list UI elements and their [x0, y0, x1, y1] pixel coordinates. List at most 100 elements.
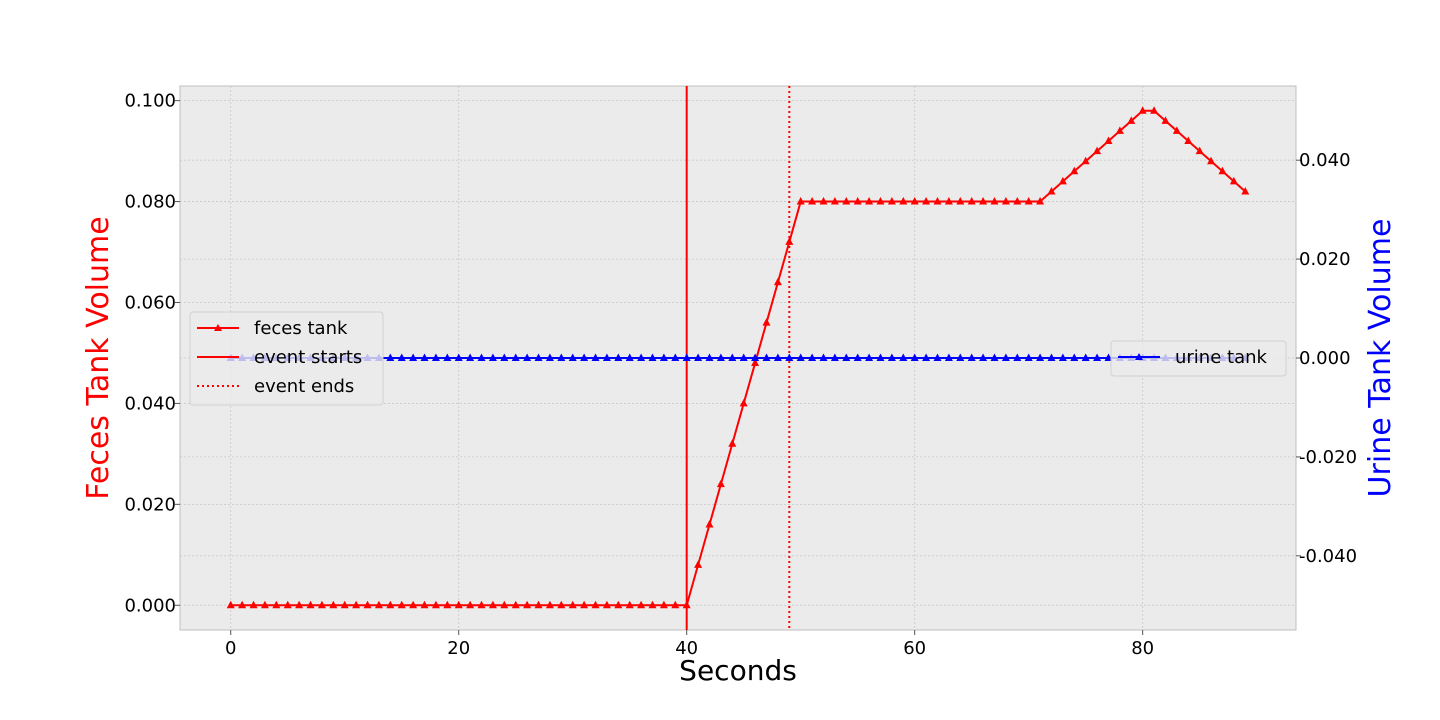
right-y-tick-label: -0.040 — [1299, 546, 1357, 567]
right-y-axis-ticks: -0.040 -0.020 0.000 0.020 0.040 — [1296, 150, 1357, 567]
feces-tank-marker — [226, 600, 235, 609]
left-y-tick-label: 0.060 — [124, 292, 176, 313]
feces-tank-marker — [625, 600, 634, 609]
urine-tank-marker — [1104, 353, 1113, 361]
feces-tank-marker — [694, 560, 703, 568]
feces-tank-marker — [397, 600, 406, 609]
legend-urine-tank-label: urine tank — [1175, 347, 1268, 368]
urine-tank-marker — [910, 353, 919, 361]
urine-tank-marker — [591, 353, 600, 361]
feces-tank-marker — [1104, 136, 1113, 145]
feces-tank-marker — [1115, 126, 1124, 134]
legend-feces-tank-label: feces tank — [254, 318, 348, 339]
urine-tank-marker — [386, 353, 395, 361]
urine-tank-marker — [397, 353, 406, 361]
feces-tank-marker — [477, 600, 486, 609]
feces-tank-marker — [454, 600, 463, 609]
feces-tank-marker — [488, 600, 497, 609]
urine-tank-marker — [830, 353, 839, 361]
feces-tank-marker — [511, 600, 520, 609]
urine-tank-marker — [557, 353, 566, 361]
feces-tank-marker — [466, 600, 475, 609]
urine-tank-marker — [785, 353, 794, 361]
urine-tank-marker — [477, 353, 486, 361]
urine-tank-marker — [500, 353, 509, 361]
feces-tank-marker — [1184, 136, 1193, 145]
feces-tank-marker — [295, 600, 304, 609]
legend-urine-tank-marker — [1135, 353, 1143, 360]
feces-tank-marker — [500, 600, 509, 609]
feces-tank-marker — [557, 600, 566, 609]
x-tick-label: 20 — [447, 638, 470, 659]
feces-tank-marker — [1241, 186, 1250, 195]
feces-tank-marker — [409, 600, 418, 609]
feces-tank-marker — [1047, 186, 1056, 195]
legend-right: urine tank — [1110, 340, 1287, 377]
feces-tank-marker — [602, 600, 611, 609]
feces-tank-marker — [1195, 146, 1204, 155]
legend-event-starts-label: event starts — [254, 347, 362, 368]
urine-tank-marker — [933, 353, 942, 361]
urine-tank-marker — [534, 353, 543, 361]
feces-tank-marker — [1036, 197, 1045, 205]
right-y-tick-label: -0.020 — [1299, 447, 1357, 468]
feces-tank-marker — [545, 600, 554, 609]
urine-tank-marker — [1081, 353, 1090, 361]
urine-tank-marker — [602, 353, 611, 361]
urine-tank-marker — [796, 353, 805, 361]
feces-tank-marker — [1058, 176, 1067, 185]
urine-tank-marker — [887, 353, 896, 361]
feces-tank-marker — [785, 237, 794, 245]
urine-tank-marker — [853, 353, 862, 361]
feces-tank-marker — [260, 600, 269, 609]
feces-tank-marker — [842, 197, 851, 205]
feces-tank-marker — [352, 600, 361, 609]
urine-tank-marker — [1058, 353, 1067, 361]
feces-tank-marker — [728, 439, 737, 447]
urine-tank-marker — [705, 353, 714, 361]
feces-tank-marker — [979, 197, 988, 205]
feces-tank-marker — [865, 197, 874, 205]
feces-tank-marker — [1150, 106, 1159, 114]
x-tick-label: 0 — [225, 638, 236, 659]
urine-tank-marker — [454, 353, 463, 361]
feces-tank-marker — [420, 600, 429, 609]
x-tick-label: 40 — [675, 638, 698, 659]
urine-tank-marker — [728, 353, 737, 361]
urine-tank-marker — [819, 353, 828, 361]
urine-tank-marker — [1070, 353, 1079, 361]
left-y-tick-label: 0.020 — [124, 494, 176, 515]
left-y-tick-label: 0.080 — [124, 192, 176, 213]
urine-tank-marker — [808, 353, 817, 361]
feces-tank-marker — [1013, 197, 1022, 205]
feces-tank-marker — [705, 520, 714, 528]
feces-tank-marker — [637, 600, 646, 609]
feces-tank-marker — [796, 197, 805, 205]
x-axis-label: Seconds — [679, 654, 797, 687]
urine-tank-marker — [488, 353, 497, 361]
urine-tank-marker — [682, 353, 691, 361]
urine-tank-marker — [990, 353, 999, 361]
urine-tank-marker — [739, 353, 748, 361]
feces-tank-marker — [431, 600, 440, 609]
urine-tank-marker — [979, 353, 988, 361]
urine-tank-marker — [1093, 353, 1102, 361]
feces-tank-marker — [933, 197, 942, 205]
feces-tank-marker — [568, 600, 577, 609]
feces-tank-marker — [899, 197, 908, 205]
feces-tank-marker — [648, 600, 657, 609]
urine-tank-marker — [637, 353, 646, 361]
left-y-tick-label: 0.000 — [124, 595, 176, 616]
feces-tank-marker — [580, 600, 589, 609]
urine-tank-marker — [1024, 353, 1033, 361]
urine-tank-marker — [762, 353, 771, 361]
urine-tank-marker — [967, 353, 976, 361]
legend-left-frame — [189, 311, 384, 406]
urine-tank-marker — [751, 353, 760, 361]
urine-tank-marker — [842, 353, 851, 361]
feces-tank-marker — [876, 197, 885, 205]
feces-tank-marker — [283, 600, 292, 609]
urine-tank-marker — [443, 353, 452, 361]
left-y-tick-label: 0.040 — [124, 393, 176, 414]
feces-tank-marker — [887, 197, 896, 205]
